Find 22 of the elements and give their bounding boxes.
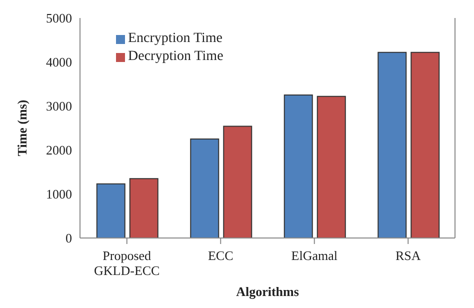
bar [129, 178, 158, 238]
x-tick-label: RSA [395, 248, 422, 263]
x-axis-title: Algorithms [236, 284, 299, 299]
y-tick-label: 2000 [46, 142, 72, 158]
x-tick-label: ECC [208, 248, 234, 263]
bar [284, 94, 313, 238]
y-tick-label: 1000 [46, 186, 72, 202]
y-axis-title: Time (ms) [14, 100, 30, 156]
bar [96, 183, 126, 238]
bar [223, 126, 252, 238]
legend-label: Encryption Time [128, 31, 223, 47]
legend-label: Decryption Time [128, 49, 224, 65]
bar [316, 96, 346, 238]
bar [190, 138, 220, 238]
x-tick-label: Proposed GKLD-ECC [94, 248, 160, 278]
y-tick-label: 3000 [46, 98, 72, 114]
y-tick-label: 4000 [46, 54, 72, 70]
y-tick-label: 0 [66, 230, 72, 246]
bar [410, 52, 440, 238]
bar [378, 52, 407, 238]
y-tick-label: 5000 [46, 10, 72, 26]
x-tick-label: ElGamal [291, 248, 338, 263]
